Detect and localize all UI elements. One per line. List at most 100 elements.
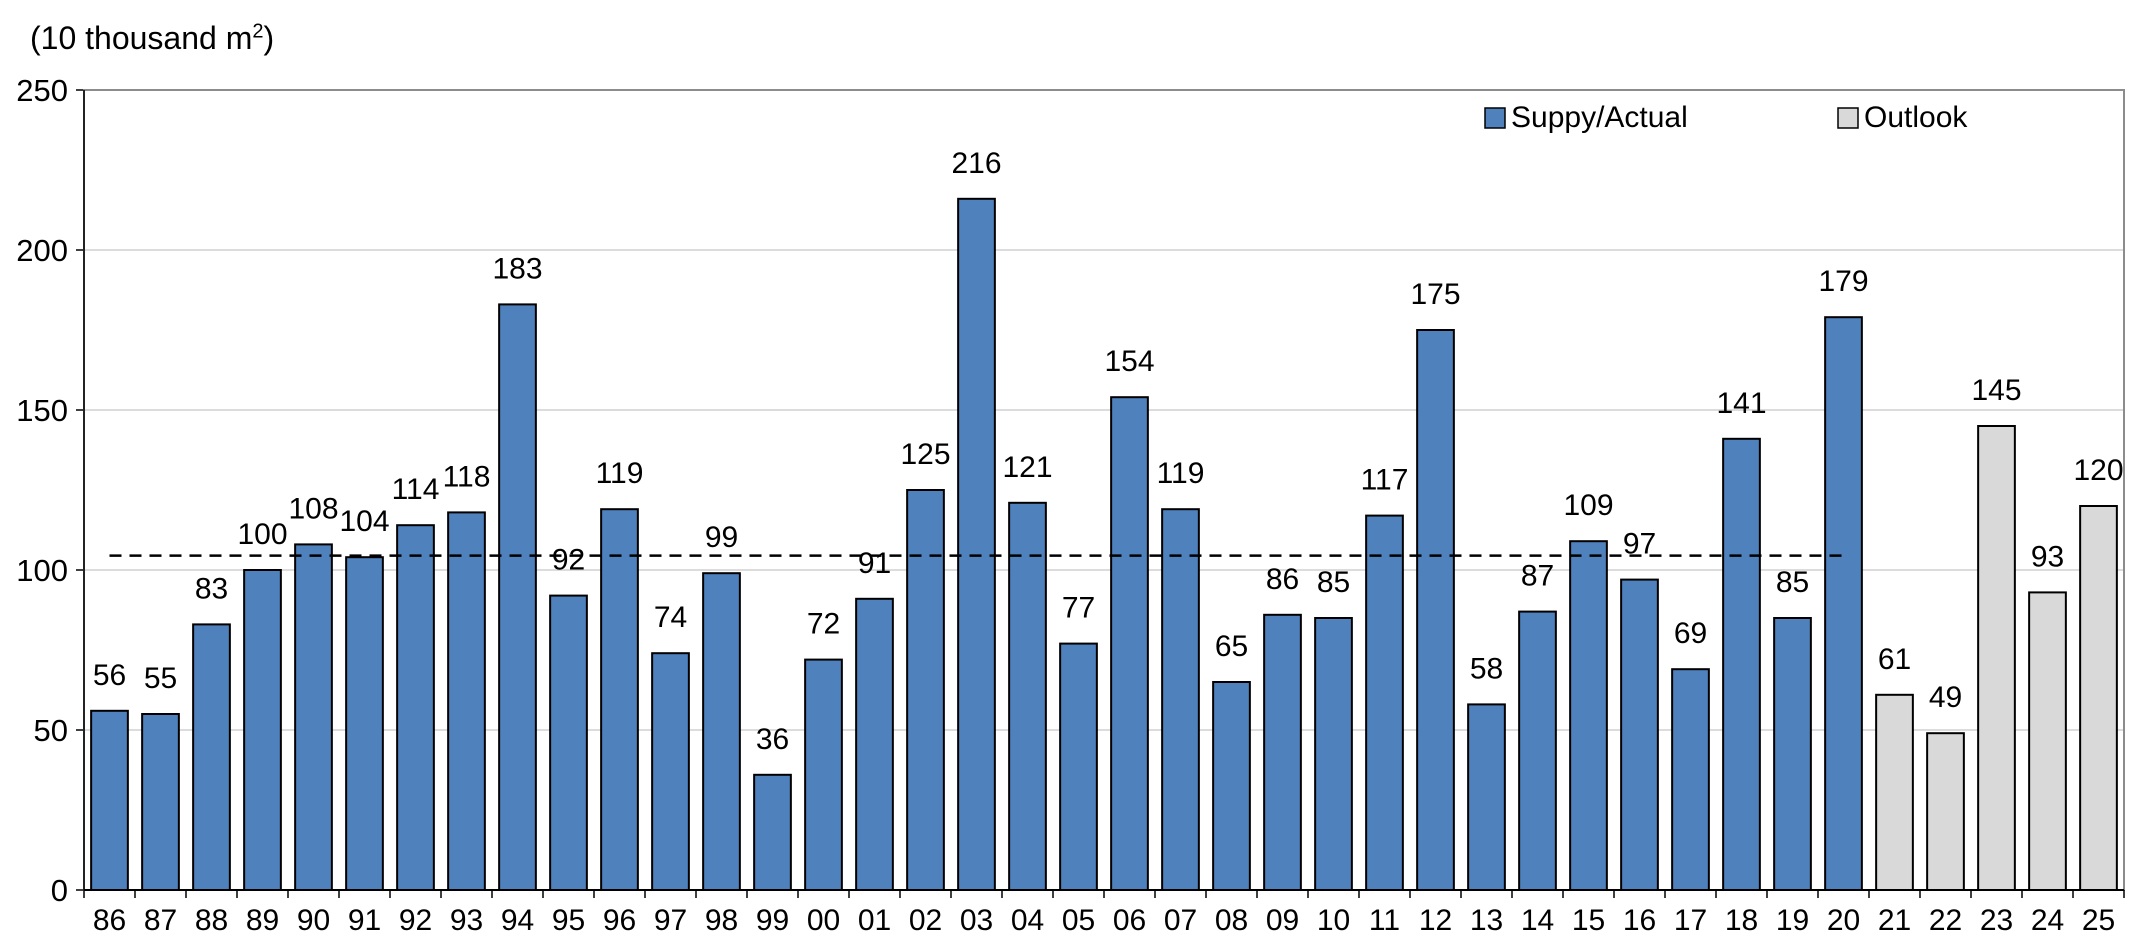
bar [1263, 613, 1302, 891]
bar [90, 709, 129, 891]
bar [906, 489, 945, 891]
data-label: 83 [195, 572, 228, 605]
data-label: 92 [552, 544, 585, 577]
data-label: 109 [1563, 489, 1613, 522]
data-label: 108 [288, 492, 338, 525]
x-tick-label: 12 [1419, 904, 1452, 937]
x-tick-label: 01 [858, 904, 891, 937]
x-tick-label: 93 [450, 904, 483, 937]
x-tick-label: 08 [1215, 904, 1248, 937]
bar [1161, 508, 1200, 891]
x-tick-label: 91 [348, 904, 381, 937]
legend: Suppy/Actual Outlook [1484, 101, 1968, 134]
x-tick-label: 05 [1062, 904, 1095, 937]
bar [1416, 329, 1455, 891]
bar [1569, 540, 1608, 891]
x-tick-label: 16 [1623, 904, 1656, 937]
data-label: 120 [2073, 454, 2123, 487]
data-label: 145 [1971, 374, 2021, 407]
y-tick-label: 100 [16, 553, 68, 588]
y-tick-label: 150 [16, 393, 68, 428]
bar [498, 303, 537, 891]
x-tick-label: 07 [1164, 904, 1197, 937]
x-tick-label: 09 [1266, 904, 1299, 937]
bar [1875, 693, 1914, 891]
x-tick-label: 15 [1572, 904, 1605, 937]
y-axis-unit-label: (10 thousand m2) [30, 20, 275, 56]
x-tick-label: 06 [1113, 904, 1146, 937]
y-tick-label: 200 [16, 233, 68, 268]
x-tick-label: 17 [1674, 904, 1707, 937]
data-label: 93 [2031, 540, 2064, 573]
y-tick-label: 0 [51, 873, 68, 908]
bar [1059, 642, 1098, 891]
x-tick-label: 20 [1827, 904, 1860, 937]
bar [2028, 591, 2067, 892]
data-label: 49 [1929, 681, 1962, 714]
data-label: 97 [1623, 528, 1656, 561]
data-label: 114 [392, 473, 440, 506]
data-label: 118 [443, 460, 491, 493]
bar [1671, 668, 1710, 892]
x-tick-label: 88 [195, 904, 228, 937]
x-tick-label: 99 [756, 904, 789, 937]
x-tick-label: 22 [1929, 904, 1962, 937]
data-label: 87 [1521, 560, 1554, 593]
y-tick-label: 250 [16, 73, 68, 108]
x-tick-label: 21 [1878, 904, 1911, 937]
bar [1518, 610, 1557, 891]
bar [1926, 732, 1965, 892]
x-tick-label: 92 [399, 904, 432, 937]
x-tick-label: 95 [552, 904, 585, 937]
data-label: 55 [144, 662, 177, 695]
x-tick-label: 90 [297, 904, 330, 937]
x-tick-label: 10 [1317, 904, 1350, 937]
x-tick-label: 04 [1011, 904, 1044, 937]
data-label: 74 [654, 601, 687, 634]
x-tick-label: 18 [1725, 904, 1758, 937]
x-tick-label: 11 [1369, 904, 1400, 937]
data-label: 69 [1674, 617, 1707, 650]
data-label: 216 [951, 147, 1001, 180]
data-label: 99 [705, 521, 738, 554]
bar [1365, 514, 1404, 891]
bar [1977, 425, 2016, 891]
data-label: 104 [339, 505, 389, 538]
bar [957, 197, 996, 892]
data-label: 58 [1470, 652, 1503, 685]
data-label: 77 [1062, 592, 1095, 625]
x-tick-label: 86 [93, 904, 126, 937]
x-tick-label: 02 [909, 904, 942, 937]
bar [702, 572, 741, 891]
data-label: 175 [1410, 278, 1460, 311]
bar [345, 556, 384, 891]
legend-label: Suppy/Actual [1511, 101, 1688, 134]
x-tick-label: 13 [1470, 904, 1503, 937]
x-tick-label: 89 [246, 904, 279, 937]
data-label: 141 [1716, 387, 1766, 420]
bar [1467, 703, 1506, 892]
legend-label: Outlook [1864, 101, 1968, 134]
bar [447, 511, 486, 892]
legend-swatch [1484, 107, 1506, 129]
data-label: 179 [1818, 265, 1868, 298]
bar [600, 508, 639, 891]
bar [1824, 316, 1863, 891]
x-tick-label: 19 [1776, 904, 1809, 937]
data-label: 121 [1002, 451, 1052, 484]
data-label: 119 [596, 457, 644, 490]
data-label: 56 [93, 659, 126, 692]
bar [1722, 437, 1761, 891]
bar [1212, 681, 1251, 891]
bar [1110, 396, 1149, 891]
data-label: 86 [1266, 563, 1299, 596]
data-label: 154 [1104, 345, 1154, 378]
x-tick-label: 96 [603, 904, 636, 937]
bars [90, 197, 2118, 892]
x-tick-label: 87 [144, 904, 177, 937]
x-tick-label: 23 [1980, 904, 2013, 937]
y-tick-label: 50 [34, 713, 68, 748]
